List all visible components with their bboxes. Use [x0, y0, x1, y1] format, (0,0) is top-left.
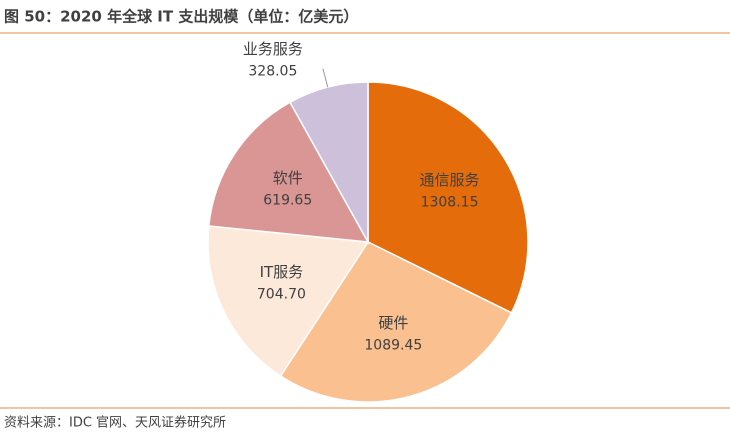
pie-slice	[367, 81, 529, 314]
pie-slice	[279, 241, 513, 403]
slice-label: IT服务	[260, 263, 304, 281]
value-label: 619.65	[263, 192, 312, 208]
value-label: 1308.15	[421, 194, 479, 210]
value-label: 328.05	[248, 64, 297, 80]
leader-line	[322, 68, 329, 88]
chart-title: 图 50：2020 年全球 IT 支出规模（单位：亿美元）	[4, 8, 358, 26]
slice-label: 硬件	[378, 314, 408, 332]
value-label: 1089.45	[364, 338, 422, 354]
pie-slice	[207, 101, 370, 243]
source-note: 资料来源：IDC 官网、天风证券研究所	[4, 415, 226, 431]
pie-slice	[207, 225, 370, 378]
slice-label: 业务服务	[243, 40, 303, 58]
value-label: 704.70	[257, 286, 306, 302]
slice-label: 软件	[273, 169, 303, 187]
slice-label: 通信服务	[420, 171, 480, 189]
